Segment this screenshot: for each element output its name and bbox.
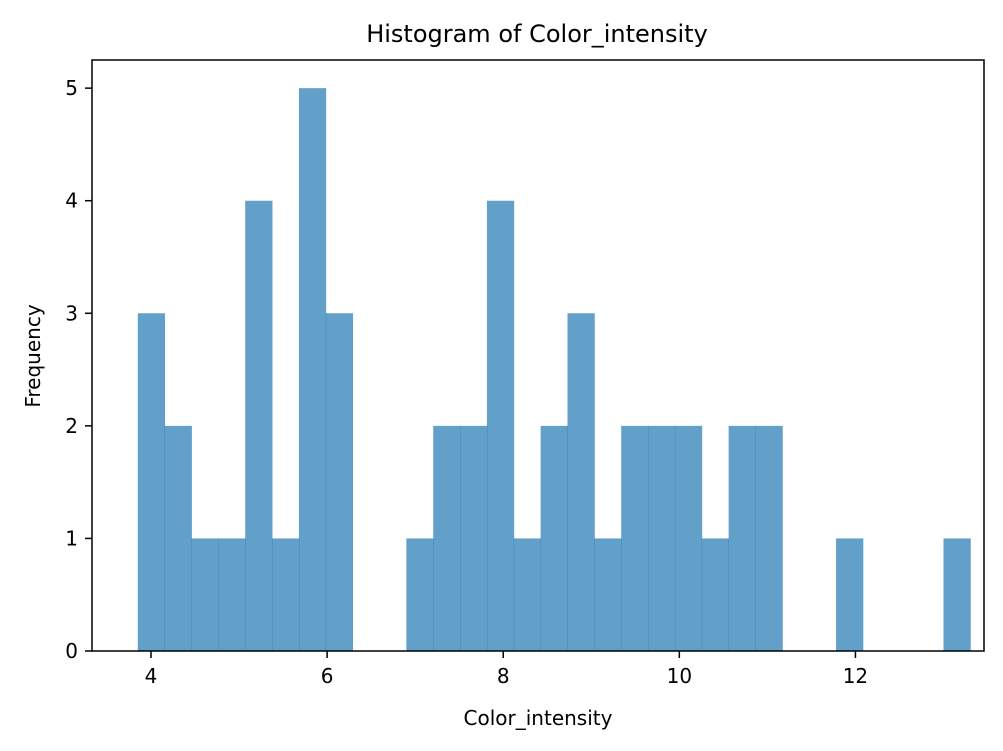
histogram-bar [621,425,649,651]
histogram-bar [943,538,971,651]
histogram-bar [648,425,676,651]
histogram-bar [486,200,515,651]
y-tick-label: 0 [65,639,78,663]
histogram-bar [460,425,488,651]
x-tick-label: 12 [843,664,868,688]
histogram-bar [567,313,595,651]
histogram-bar [298,88,327,651]
histogram-bar [137,313,166,651]
y-tick-label: 3 [65,301,78,325]
histogram-bar [540,425,568,651]
histogram-bar [272,538,300,651]
histogram-bar [755,425,783,651]
histogram-bar [674,425,703,651]
y-tick-label: 2 [65,414,78,438]
histogram-bar [513,538,542,651]
plot-frame [91,59,985,652]
x-tick-label: 6 [321,664,334,688]
x-axis-label: Color_intensity [464,706,613,730]
histogram-bar [836,538,864,651]
x-tick-label: 4 [145,664,158,688]
y-tick-label: 5 [65,76,78,100]
x-axis-ticks: 4 6 8 10 12 [145,651,868,688]
histogram-bar [701,538,730,651]
histogram-bar [325,313,354,651]
histogram-bar [218,538,246,651]
histogram-bar [433,425,461,651]
y-tick-label: 4 [65,189,78,213]
histogram-bar [406,538,434,651]
x-tick-label: 8 [497,664,510,688]
x-tick-label: 10 [667,664,692,688]
chart-title: Histogram of Color_intensity [366,20,708,48]
y-axis-ticks: 0 1 2 3 4 5 [65,76,92,663]
bars-group [137,88,971,651]
histogram-bar [594,538,622,651]
histogram-bar [728,425,756,651]
histogram-bar [191,538,219,651]
y-tick-label: 1 [65,526,78,550]
histogram-bar [164,425,192,651]
histogram-bar [245,200,273,651]
y-axis-label: Frequency [21,304,45,407]
